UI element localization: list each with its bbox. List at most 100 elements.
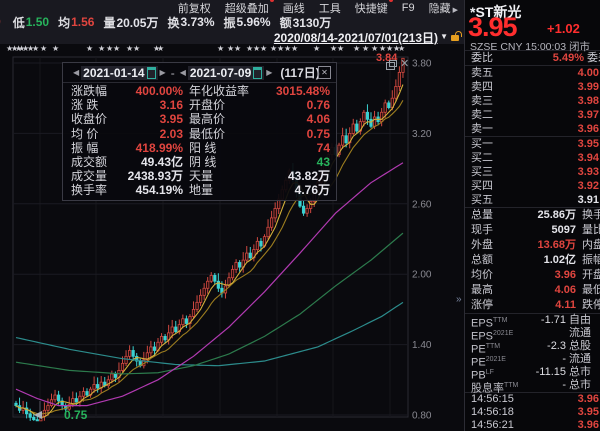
- trade-row[interactable]: 14:56:18 3.95: [465, 406, 600, 419]
- menu-item-F9[interactable]: F9: [401, 1, 415, 14]
- stat-value: 3.16: [159, 98, 183, 113]
- menu-item-隐藏[interactable]: 隐藏 ▶: [428, 2, 458, 15]
- announcement-star-icon[interactable]: ★: [398, 44, 406, 53]
- announcement-star-icon[interactable]: ★: [217, 44, 225, 53]
- announcement-star-icon[interactable]: ★: [337, 44, 345, 53]
- announcement-star-icon[interactable]: ★: [313, 44, 321, 53]
- ask-price: 4.00: [577, 67, 599, 79]
- trade-price: 3.96: [577, 393, 599, 405]
- stat-label: 成交额: [71, 154, 108, 169]
- announcement-star-icon[interactable]: ★: [40, 44, 48, 53]
- announcement-star-icon[interactable]: ★: [157, 44, 165, 53]
- bid-row[interactable]: 买二 3.94: [465, 151, 600, 165]
- quote-stat-label2: 最低: [582, 284, 600, 296]
- menu-item-快捷键[interactable]: 快捷键: [355, 0, 393, 16]
- close-icon[interactable]: ✕: [318, 66, 331, 79]
- interval-stat-row: 成交额 49.43亿阴 线 43: [63, 155, 336, 169]
- quote-stat-value: 4.06: [554, 284, 576, 296]
- quote-stat-label2: 跌停: [582, 299, 600, 311]
- ask-row[interactable]: 卖五 4.00: [465, 66, 600, 80]
- announcement-star-icon[interactable]: ★: [393, 44, 401, 53]
- bid-row[interactable]: 买四 3.92: [465, 179, 600, 193]
- calendar-icon[interactable]: [146, 66, 156, 79]
- menu-item-画线[interactable]: 画线: [282, 2, 305, 15]
- trade-row[interactable]: 14:56:21 3.96: [465, 419, 600, 431]
- announcement-star-icon[interactable]: ★: [6, 44, 14, 53]
- announcement-star-icon[interactable]: ★: [153, 44, 161, 53]
- stat-value: 4.76万: [294, 183, 330, 198]
- stat-value: 2438.93万: [127, 169, 183, 184]
- ask-row[interactable]: 卖三 3.98: [465, 94, 600, 108]
- quote-stat-value: 13.68万: [537, 239, 576, 251]
- close-overlay-icon[interactable]: ✕: [400, 58, 410, 70]
- announcement-star-icon[interactable]: ★: [330, 44, 338, 53]
- calendar-icon[interactable]: [253, 66, 263, 79]
- fundamental-sup: LF: [485, 369, 494, 376]
- fundamental-value: -: [562, 353, 566, 365]
- announcement-star-icon[interactable]: ★: [18, 44, 26, 53]
- notification-dot-icon: [388, 0, 393, 2]
- restore-window-icon[interactable]: [386, 60, 397, 70]
- open-lock-icon[interactable]: [451, 31, 462, 42]
- ask-row[interactable]: 卖一 3.96: [465, 122, 600, 136]
- next-date-arrow[interactable]: ▶: [159, 68, 166, 77]
- chevron-right-icon: ▶: [452, 6, 458, 14]
- announcement-star-icon[interactable]: ★: [362, 44, 370, 53]
- quote-stat-label: 总额: [471, 254, 493, 266]
- fundamental-label2: 总股: [569, 340, 591, 352]
- announcement-star-icon[interactable]: ★: [113, 44, 121, 53]
- bid-row[interactable]: 买三 3.93: [465, 165, 600, 179]
- announcement-star-icon[interactable]: ★: [379, 44, 387, 53]
- announcement-star-icon[interactable]: ★: [52, 44, 60, 53]
- announcement-star-icon[interactable]: ★: [260, 44, 268, 53]
- stat-value: 454.19%: [135, 183, 183, 198]
- fundamental-sup: TTM: [485, 343, 501, 350]
- announcement-star-icon[interactable]: ★: [32, 44, 40, 53]
- quote-stat-row: 最高 4.06 最低: [465, 283, 600, 298]
- prev-date-arrow-2[interactable]: ◀: [179, 68, 186, 77]
- announcement-star-icon[interactable]: ★: [106, 44, 114, 53]
- panel-collapse-handle[interactable]: »: [456, 294, 462, 305]
- info-label: 量: [103, 15, 116, 30]
- announcement-star-icon[interactable]: ★: [126, 44, 134, 53]
- bid-row[interactable]: 买一 3.95: [465, 137, 600, 151]
- announcement-star-icon[interactable]: ★: [253, 44, 261, 53]
- announcement-star-icon[interactable]: ★: [27, 44, 35, 53]
- announcement-star-icon[interactable]: ★: [11, 44, 19, 53]
- announcement-star-icon[interactable]: ★: [22, 44, 30, 53]
- announcement-star-icon[interactable]: ★: [234, 44, 242, 53]
- quote-stat-label: 外盘: [471, 239, 493, 251]
- announcement-star-icon[interactable]: ★: [386, 44, 394, 53]
- fundamental-label: PE2021E: [471, 356, 506, 369]
- menu-item-工具[interactable]: 工具: [318, 2, 341, 15]
- announcement-star-icon[interactable]: ★: [86, 44, 94, 53]
- announcement-star-icon[interactable]: ★: [270, 44, 278, 53]
- announcement-star-icon[interactable]: ★: [284, 44, 292, 53]
- menu-item-前复权[interactable]: 前复权: [177, 2, 211, 15]
- ask-row[interactable]: 卖四 3.99: [465, 80, 600, 94]
- prev-date-arrow[interactable]: ◀: [73, 68, 80, 77]
- start-date-picker[interactable]: 2021-01-14: [81, 65, 158, 80]
- announcement-star-icon[interactable]: ★: [133, 44, 141, 53]
- bid-row[interactable]: 买五 3.91: [465, 193, 600, 207]
- interval-stat-row: 均 价 2.03 最低价 0.75: [63, 127, 336, 141]
- announcement-star-icon[interactable]: ★: [371, 44, 379, 53]
- date-range-selector[interactable]: 2020/08/14-2021/07/01(213日): [273, 31, 438, 45]
- end-date-picker[interactable]: 2021-07-09: [187, 65, 265, 80]
- ask-row[interactable]: 卖二 3.97: [465, 108, 600, 122]
- announcement-star-icon[interactable]: ★: [246, 44, 254, 53]
- announcement-star-icon[interactable]: ★: [291, 44, 299, 53]
- quote-stat-value: 4.11: [555, 299, 576, 311]
- announcement-star-icon[interactable]: ★: [15, 44, 23, 53]
- announcement-star-icon[interactable]: ★: [98, 44, 106, 53]
- info-value: 3130万: [292, 15, 332, 30]
- quote-stat-label: 涨停: [471, 299, 493, 311]
- announcement-star-icon[interactable]: ★: [227, 44, 235, 53]
- next-date-arrow-2[interactable]: ▶: [266, 68, 273, 77]
- menu-item-超级叠加[interactable]: 超级叠加: [225, 0, 274, 16]
- announcement-star-icon[interactable]: ★: [277, 44, 285, 53]
- trade-row[interactable]: 14:56:15 3.96: [465, 393, 600, 406]
- chevron-down-icon[interactable]: ▼: [440, 32, 448, 41]
- announcement-star-icon[interactable]: ★: [353, 44, 361, 53]
